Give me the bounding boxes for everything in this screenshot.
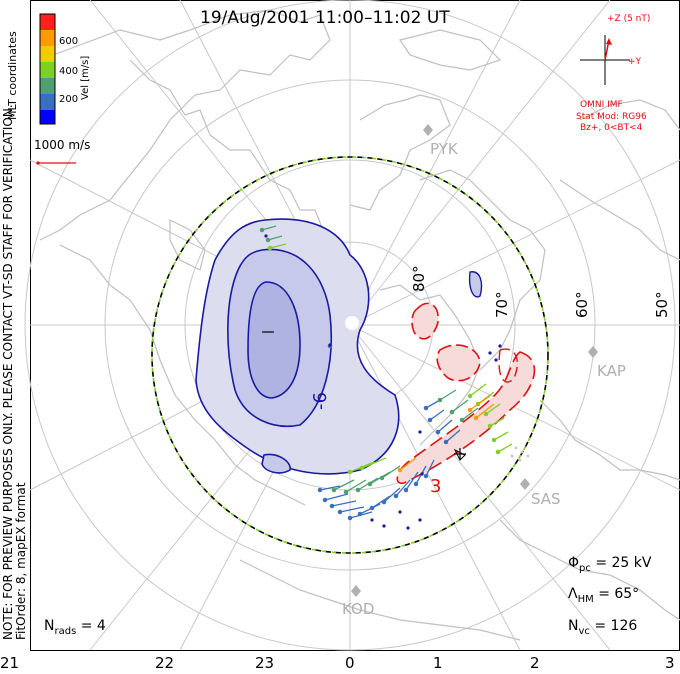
mlt-tick-2: 2 — [530, 654, 540, 672]
imf-condition: Bz+, 0<BT<4 — [580, 123, 643, 133]
disclaimer-line2: FitOrder: 8, mapEX format — [14, 482, 28, 640]
latitude-label-70: 70° — [493, 291, 511, 318]
colorbar-tick-400: 400 — [59, 66, 79, 77]
positive-potential-cell — [396, 302, 536, 485]
station-marker-pyk — [423, 124, 433, 136]
mlt-tick-1: 1 — [433, 654, 443, 672]
lambda-hm-stat: ΛHM = 65° — [568, 586, 639, 605]
imf-dial — [580, 35, 630, 85]
phi-pc-stat: Φpc = 25 kV — [568, 555, 651, 574]
scale-vector — [36, 161, 76, 165]
latitude-label-60: 60° — [573, 291, 591, 318]
mlt-tick-21: 21 — [0, 654, 20, 672]
contour-label-positive: 3 — [430, 476, 442, 497]
nrads-sub: rads — [54, 625, 77, 637]
lambda-hm-value: = 65° — [598, 586, 640, 602]
station-marker-kod — [351, 585, 361, 597]
nvc-symbol: N — [568, 618, 579, 634]
lambda-hm-symbol: Λ — [568, 586, 578, 602]
imf-z-label: +Z (5 nT) — [607, 14, 651, 24]
station-markers — [351, 124, 598, 597]
phi-pc-symbol: Φ — [568, 555, 580, 571]
mlt-tick-22: 22 — [155, 654, 175, 672]
colorbar-tick-600: 600 — [59, 36, 79, 47]
nrads-symbol: N — [44, 618, 55, 634]
imf-y-label: +Y — [628, 57, 642, 67]
phi-pc-sub: pc — [579, 562, 591, 574]
nvc-stat: Nvc = 126 — [568, 618, 637, 637]
nvc-sub: vc — [578, 625, 590, 637]
pole-marker — [345, 316, 359, 330]
station-marker-sas — [520, 478, 530, 490]
colorbar-tick-200: 200 — [59, 94, 79, 105]
hm-boundary — [151, 156, 549, 554]
station-label-kod: KOD — [342, 600, 375, 618]
imf-model: Stat Mod: RG96 — [576, 112, 647, 122]
latitude-label-50: 50° — [653, 291, 671, 318]
velocity-vectors — [259, 225, 530, 530]
plot-title: 19/Aug/2001 11:00–11:02 UT — [200, 8, 450, 28]
negative-potential-cell — [195, 218, 483, 475]
mlt-tick-3: 3 — [665, 654, 675, 672]
lambda-hm-sub: HM — [577, 593, 594, 605]
contour-label-negative: -6 — [310, 392, 331, 410]
station-marker-kap — [588, 346, 598, 358]
nvc-value: = 126 — [594, 618, 638, 634]
station-label-pyk: PYK — [430, 140, 458, 158]
station-label-kap: KAP — [597, 362, 626, 380]
nrads-value: = 4 — [80, 618, 106, 634]
station-label-sas: SAS — [531, 490, 561, 508]
mlt-tick-23: 23 — [255, 654, 275, 672]
imf-source: OMNI IMF — [580, 100, 623, 110]
phi-pc-value: = 25 kV — [595, 555, 652, 571]
latitude-label-80: 80° — [410, 265, 428, 292]
nrads-stat: Nrads = 4 — [44, 618, 106, 637]
scale-label: 1000 m/s — [34, 138, 91, 152]
colorbar-label: Vel [m/s] — [80, 55, 91, 100]
colorbar — [39, 13, 56, 125]
mlt-tick-0: 0 — [345, 654, 355, 672]
